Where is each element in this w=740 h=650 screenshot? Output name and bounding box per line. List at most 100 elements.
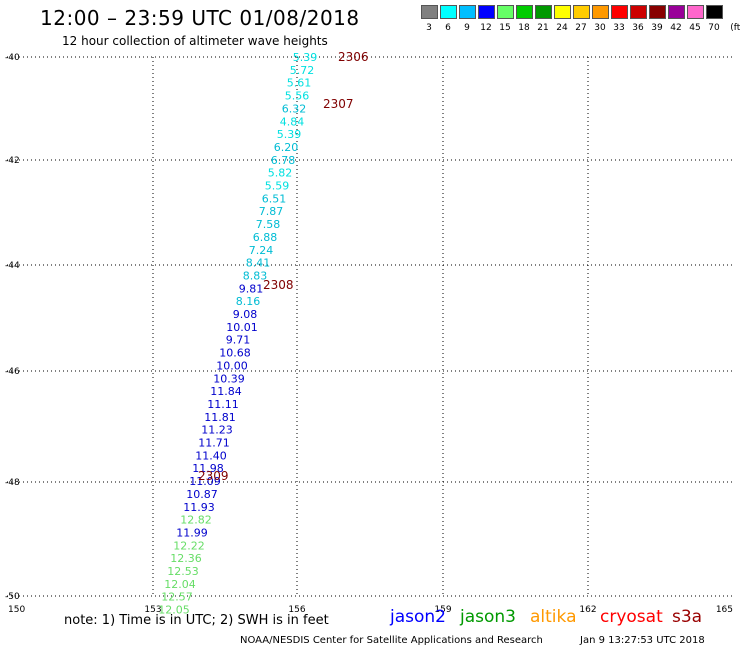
legend-swatch xyxy=(573,5,590,19)
wave-height-reading: 5.39 xyxy=(293,51,318,64)
satellite-s3a: s3a xyxy=(672,607,703,627)
wave-height-reading: 12.05 xyxy=(158,604,190,617)
wave-height-reading: 5.72 xyxy=(290,64,315,77)
wave-height-reading: 7.58 xyxy=(256,218,281,231)
wave-height-reading: 12.53 xyxy=(167,565,199,578)
wave-height-reading: 11.98 xyxy=(192,462,224,475)
wave-height-reading: 6.51 xyxy=(262,192,287,205)
legend-label: 12 xyxy=(480,23,492,33)
wave-height-reading: 10.39 xyxy=(213,372,245,385)
wave-height-reading: 5.82 xyxy=(268,167,293,180)
legend-swatch xyxy=(421,5,438,19)
latitude-tick-label: -44 xyxy=(5,261,20,271)
wave-height-reading: 6.78 xyxy=(271,154,296,167)
wave-height-reading: 5.39 xyxy=(277,128,302,141)
legend-label: 70 xyxy=(708,23,720,33)
wave-height-reading: 7.87 xyxy=(259,205,284,218)
legend-swatch xyxy=(687,5,704,19)
legend-swatch xyxy=(706,5,723,19)
wave-height-reading: 5.56 xyxy=(285,90,310,103)
wave-height-reading: 12.04 xyxy=(164,578,196,591)
legend-swatch xyxy=(668,5,685,19)
wave-height-reading: 6.20 xyxy=(274,141,299,154)
wave-height-reading: 5.59 xyxy=(265,180,290,193)
longitude-tick-label: 153 xyxy=(144,605,161,615)
wave-height-reading: 10.87 xyxy=(186,488,218,501)
wave-height-reading: 4.84 xyxy=(280,115,305,128)
legend-label: 33 xyxy=(613,23,625,33)
longitude-tick-label: 165 xyxy=(716,605,733,615)
wave-height-reading: 6.32 xyxy=(282,102,307,115)
wave-height-reading: 11.99 xyxy=(176,526,208,539)
legend-swatch xyxy=(630,5,647,19)
legend-label: 15 xyxy=(499,23,511,33)
wave-height-reading: 7.24 xyxy=(249,244,274,257)
pass-number-label: 2307 xyxy=(323,97,354,111)
legend-swatch xyxy=(535,5,552,19)
wave-height-reading: 8.83 xyxy=(243,269,268,282)
wave-height-readings: 5.395.725.615.566.324.845.396.206.785.82… xyxy=(158,51,317,617)
legend-label: (ft) xyxy=(730,23,740,33)
wave-height-reading: 8.41 xyxy=(246,257,271,270)
wave-height-reading: 11.40 xyxy=(195,449,227,462)
wave-height-reading: 10.68 xyxy=(219,347,251,360)
wave-height-reading: 11.71 xyxy=(198,437,230,450)
satellite-altika: altika xyxy=(530,607,577,627)
footer-note: note: 1) Time is in UTC; 2) SWH is in fe… xyxy=(64,613,329,628)
legend-label: 9 xyxy=(464,23,470,33)
legend-swatch xyxy=(478,5,495,19)
legend-label: 45 xyxy=(689,23,701,33)
wave-height-reading: 9.81 xyxy=(239,282,264,295)
wave-height-reading: 11.81 xyxy=(204,411,236,424)
latitude-tick-label: -48 xyxy=(5,478,20,488)
wave-height-reading: 5.61 xyxy=(287,77,312,90)
pass-number-label: 2309 xyxy=(198,469,229,483)
wave-height-reading: 6.88 xyxy=(253,231,278,244)
legend-label: 18 xyxy=(518,23,530,33)
longitude-tick-label: 156 xyxy=(288,605,305,615)
latitude-tick-label: -50 xyxy=(5,592,20,602)
legend-swatch xyxy=(554,5,571,19)
latitude-tick-label: -40 xyxy=(5,53,20,63)
wave-height-reading: 12.57 xyxy=(161,591,193,604)
satellite-cryosat: cryosat xyxy=(600,607,663,627)
wave-height-reading: 9.71 xyxy=(226,334,251,347)
legend-label: 24 xyxy=(556,23,568,33)
legend-label: 6 xyxy=(445,23,451,33)
wave-height-reading: 9.08 xyxy=(233,308,258,321)
page-subtitle: 12 hour collection of altimeter wave hei… xyxy=(62,34,328,48)
wave-height-reading: 10.00 xyxy=(216,359,248,372)
wave-height-reading: 10.01 xyxy=(226,321,258,334)
legend-label: 21 xyxy=(537,23,549,33)
map-grid xyxy=(7,56,733,597)
pass-number-label: 2308 xyxy=(263,278,294,292)
longitude-tick-label: 150 xyxy=(8,605,25,615)
map-tick-labels: -40 -42 -44 -46 -48 -50 150 153 156 159 162 165 xyxy=(5,53,733,615)
legend-swatch xyxy=(497,5,514,19)
legend-label: 3 xyxy=(426,23,432,33)
satellite-jason2: jason2 xyxy=(390,607,446,627)
satellite-jason3: jason3 xyxy=(460,607,516,627)
wave-height-reading: 12.36 xyxy=(170,552,202,565)
legend-swatch xyxy=(611,5,628,19)
wave-height-reading: 12.22 xyxy=(173,539,205,552)
wave-height-reading: 12.82 xyxy=(180,514,212,527)
credit-line: NOAA/NESDIS Center for Satellite Applica… xyxy=(240,635,543,646)
wave-height-reading: 11.09 xyxy=(189,475,221,488)
legend-swatch xyxy=(459,5,476,19)
wave-height-reading: 11.93 xyxy=(183,501,215,514)
wave-height-reading: 11.23 xyxy=(201,424,233,437)
legend-swatch xyxy=(440,5,457,19)
legend-label: 36 xyxy=(632,23,644,33)
legend-label: 27 xyxy=(575,23,587,33)
pass-number-label: 2306 xyxy=(338,50,369,64)
longitude-tick-label: 159 xyxy=(434,605,451,615)
wave-height-reading: 11.11 xyxy=(207,398,239,411)
legend-swatch xyxy=(649,5,666,19)
latitude-tick-label: -46 xyxy=(5,367,20,377)
generated-timestamp: Jan 9 13:27:53 UTC 2018 xyxy=(580,635,705,646)
pass-labels: 2306 2307 2308 2309 xyxy=(198,50,369,483)
latitude-tick-label: -42 xyxy=(5,156,20,166)
wave-height-reading: 8.16 xyxy=(236,295,261,308)
